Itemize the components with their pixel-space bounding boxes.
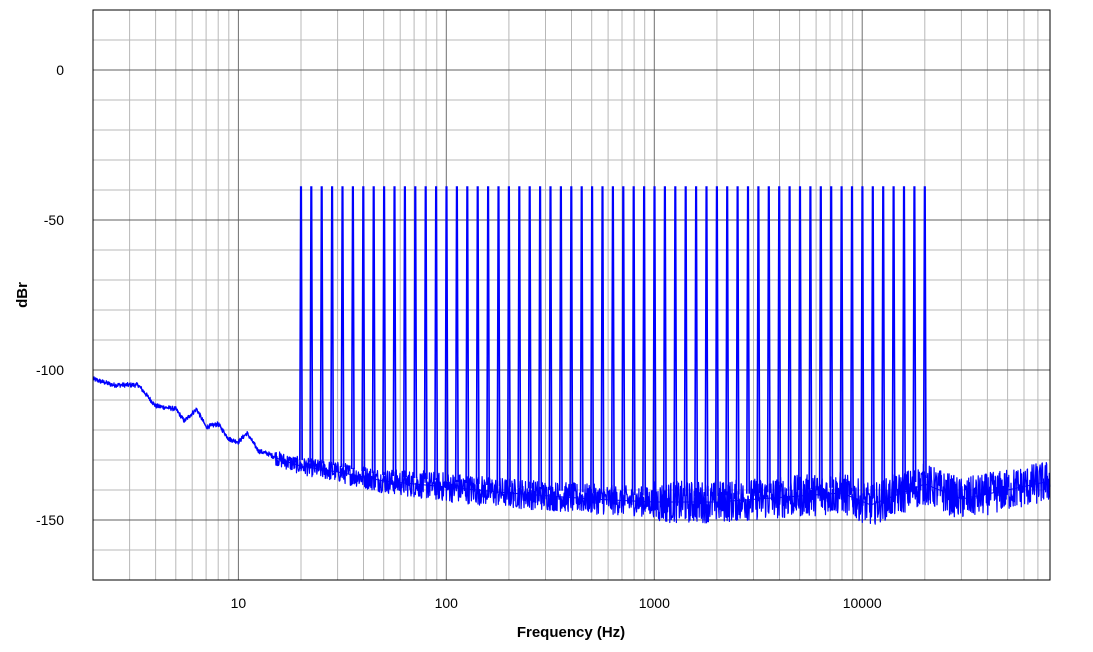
tone-spike (548, 186, 553, 491)
tone-spike (662, 186, 667, 497)
tone-spike (777, 186, 782, 492)
tone-spike (392, 186, 397, 477)
tone-spike (725, 186, 730, 496)
tone-spike (746, 186, 750, 494)
tone-spike (371, 186, 376, 474)
y-axis-label: dBr (14, 282, 31, 308)
tone-spike (590, 186, 595, 494)
tone-spike (787, 186, 792, 491)
x-tick-labels: 10 100 1000 10000 (231, 595, 882, 611)
tone-spike (673, 186, 678, 497)
tone-spike (361, 186, 366, 472)
x-tick-label: 10 (231, 595, 247, 611)
tone-spike (600, 186, 605, 494)
tone-spike (496, 186, 501, 487)
tone-spike (798, 186, 802, 491)
tone-spike (912, 186, 917, 483)
tone-spike (454, 186, 459, 483)
tone-spike (610, 186, 615, 495)
tone-spike (558, 186, 563, 491)
tone-spike (330, 186, 335, 466)
tone-spike (465, 186, 470, 484)
tone-spike (683, 186, 688, 497)
tone-spike (704, 186, 709, 497)
tone-spike (652, 186, 657, 497)
tone-spike (808, 186, 813, 490)
spectrum-trace (92, 378, 1051, 506)
tone-spike (642, 186, 647, 496)
x-tick-label: 100 (435, 595, 459, 611)
y-tick-label: 0 (56, 62, 64, 78)
tone-spike (881, 186, 886, 495)
tone-spike (486, 186, 491, 486)
floor-envelope (92, 378, 1051, 506)
tone-spike (766, 186, 771, 493)
x-axis-label: Frequency (Hz) (517, 624, 625, 641)
tone-spike (569, 186, 574, 492)
tone-spike (579, 186, 584, 493)
tone-spike (350, 186, 355, 470)
tone-spike (299, 186, 303, 461)
tone-spike (860, 186, 865, 496)
tone-spike (538, 186, 543, 490)
tone-spike (621, 186, 626, 495)
tone-spike (340, 186, 345, 468)
tone-spike (517, 186, 522, 488)
tone-spike (631, 186, 636, 496)
plot-frame (92, 9, 1051, 581)
tone-spike (506, 186, 511, 488)
tone-spike (309, 186, 314, 462)
tone-spike (434, 186, 439, 481)
tone-spike (756, 186, 761, 494)
x-tick-label: 1000 (639, 595, 670, 611)
tone-spike (527, 186, 532, 489)
tone-spike (829, 186, 834, 488)
tone-spike (444, 186, 449, 482)
tone-spike (475, 186, 480, 485)
tone-spike (902, 186, 906, 487)
y-tick-labels: 0 -50 -100 -150 (36, 62, 64, 528)
tone-spike (402, 186, 407, 478)
tone-spike (714, 186, 719, 497)
tone-spike (922, 186, 927, 479)
tone-spike (870, 186, 875, 499)
tone-spike (839, 186, 844, 488)
tone-spike (891, 186, 896, 491)
x-tick-label: 10000 (843, 595, 882, 611)
tone-spike (694, 186, 699, 497)
tone-spike (423, 186, 428, 480)
tone-spike (319, 186, 324, 464)
tone-spike (413, 186, 418, 479)
tone-spike (382, 186, 387, 476)
y-tick-label: -100 (36, 362, 64, 378)
tone-spike (818, 186, 823, 489)
tone-spike (735, 186, 740, 495)
tone-spike (850, 186, 854, 492)
y-tick-label: -50 (44, 212, 64, 228)
test-tones (299, 186, 927, 499)
y-tick-label: -150 (36, 512, 64, 528)
